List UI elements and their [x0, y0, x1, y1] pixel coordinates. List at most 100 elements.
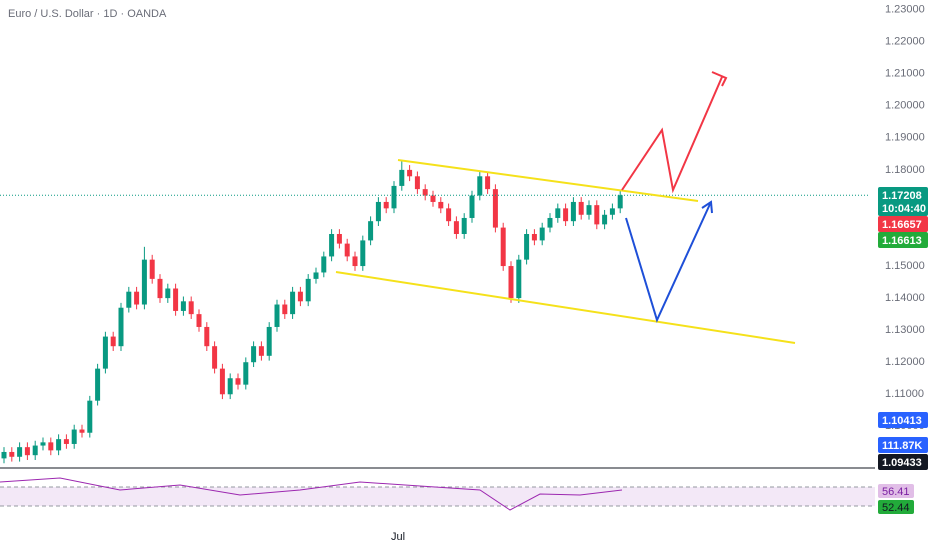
- candle-body: [134, 291, 140, 305]
- candle-body: [243, 362, 249, 385]
- rsi-label: 56.41: [882, 486, 910, 498]
- candles: [0, 160, 870, 464]
- y-tick-label: 1.14000: [885, 292, 925, 304]
- candle-body: [149, 259, 155, 279]
- candle-body: [297, 291, 303, 302]
- price-label: 111.87K: [882, 440, 922, 452]
- price-label-bg: [878, 187, 928, 203]
- candle-body: [157, 278, 163, 299]
- candle-body: [219, 368, 225, 395]
- candle-body: [24, 447, 30, 456]
- candle-body: [9, 451, 15, 457]
- y-tick-label: 1.18000: [885, 164, 925, 176]
- y-tick-label: 1.22000: [885, 36, 925, 48]
- rsi-label: 52.44: [882, 502, 910, 514]
- price-label: 10:04:40: [882, 203, 926, 215]
- candle-body: [368, 221, 374, 241]
- candle-body: [204, 326, 210, 347]
- candle-body: [524, 234, 530, 260]
- chart-title: Euro / U.S. Dollar · 1D · OANDA: [8, 8, 167, 20]
- candle-body: [40, 442, 46, 446]
- price-label-bg: [878, 437, 928, 453]
- x-tick-label: Jul: [391, 531, 405, 543]
- candle-body: [173, 288, 179, 311]
- candle-body: [422, 189, 428, 196]
- candle-body: [539, 227, 545, 241]
- candle-body: [102, 336, 108, 369]
- bear-path: [625, 203, 711, 323]
- candle-body: [500, 227, 506, 267]
- candle-body: [305, 278, 311, 302]
- candle-body: [516, 259, 522, 299]
- candle-body: [531, 234, 537, 241]
- y-tick-label: 1.23000: [885, 4, 925, 16]
- annotations: [335, 71, 796, 344]
- candle-body: [32, 445, 38, 456]
- candle-body: [290, 291, 296, 315]
- candle-body: [71, 429, 77, 444]
- candle-body: [56, 439, 62, 451]
- y-tick-label: 1.13000: [885, 324, 925, 336]
- y-tick-label: 1.12000: [885, 356, 925, 368]
- candle-body: [274, 304, 280, 327]
- candle-body: [399, 169, 405, 186]
- bull-arrowhead: [711, 71, 728, 87]
- candle-body: [375, 201, 381, 222]
- rsi-line: [0, 477, 623, 511]
- candle-body: [17, 447, 23, 457]
- candle-body: [95, 368, 101, 401]
- candle-body: [547, 217, 553, 228]
- candle-body: [383, 201, 389, 209]
- candle-body: [360, 240, 366, 267]
- candle-body: [126, 291, 132, 308]
- y-tick-label: 1.19000: [885, 132, 925, 144]
- price-label-bg: [878, 232, 928, 248]
- price-label-bg: [878, 216, 928, 232]
- candle-body: [110, 336, 116, 347]
- candle-body: [430, 195, 436, 202]
- candle-body: [321, 256, 327, 273]
- candle-body: [570, 201, 576, 222]
- candle-body: [578, 201, 584, 215]
- candle-body: [492, 189, 498, 228]
- candle-body: [563, 208, 569, 222]
- rsi-label-bg: [878, 500, 914, 514]
- candle-body: [141, 259, 147, 305]
- candle-body: [188, 301, 194, 315]
- candle-body: [617, 195, 623, 209]
- candle-body: [251, 346, 257, 363]
- candle-body: [336, 234, 342, 244]
- candle-body: [414, 176, 420, 190]
- candle-body: [79, 429, 85, 433]
- price-label: 1.09433: [882, 457, 922, 469]
- candle-body: [453, 221, 459, 234]
- candle-body: [1, 451, 7, 459]
- channel-bottom: [335, 271, 796, 344]
- candle-body: [165, 288, 171, 299]
- candle-body: [196, 314, 202, 327]
- candle-body: [586, 205, 592, 215]
- candle-body: [461, 217, 467, 234]
- candle-body: [313, 272, 319, 279]
- candle-body: [212, 346, 218, 369]
- rsi-label-bg: [878, 484, 914, 498]
- candle-body: [282, 304, 288, 315]
- candle-body: [407, 169, 413, 177]
- candle-body: [258, 346, 264, 356]
- rsi-band: [0, 487, 875, 506]
- candle-body: [555, 208, 561, 218]
- candle-body: [266, 326, 272, 356]
- candle-body: [609, 208, 615, 215]
- channel-top: [397, 159, 699, 202]
- candle-body: [48, 442, 54, 451]
- y-tick-label: 1.15000: [885, 260, 925, 272]
- candle-body: [391, 185, 397, 209]
- candle-body: [594, 205, 600, 225]
- bear-arrowhead: [701, 200, 713, 214]
- candle-body: [469, 195, 475, 218]
- candle-body: [508, 266, 514, 299]
